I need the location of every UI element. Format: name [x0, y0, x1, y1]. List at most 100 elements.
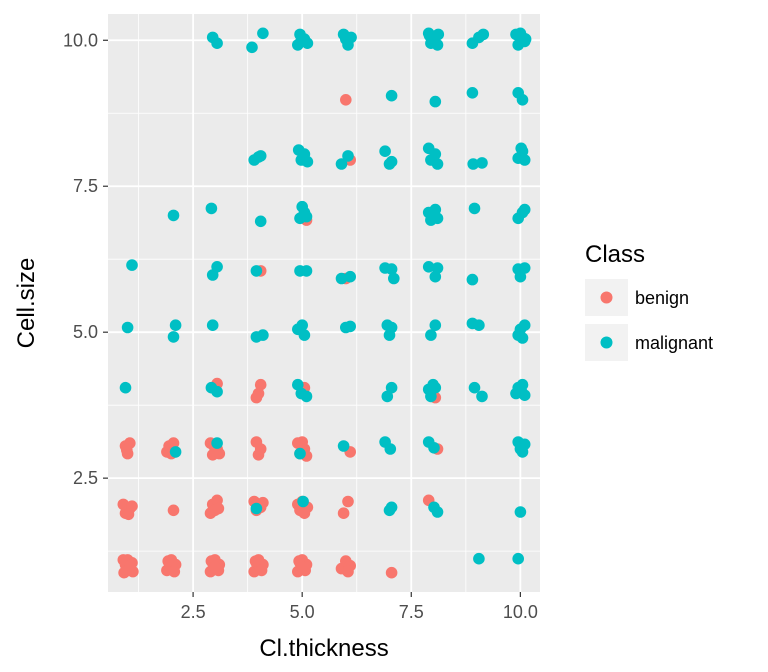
y-tick-label: 2.5 — [73, 468, 98, 488]
point-malignant — [211, 437, 223, 449]
point-benign — [252, 387, 265, 400]
point-malignant — [429, 148, 442, 160]
point-benign — [337, 507, 350, 519]
point-malignant — [425, 329, 437, 341]
point-malignant — [344, 320, 357, 333]
point-malignant — [300, 390, 313, 403]
point-malignant — [518, 203, 531, 216]
point-benign — [209, 561, 221, 573]
point-malignant — [205, 202, 218, 215]
point-malignant — [516, 94, 529, 106]
point-malignant — [167, 331, 180, 343]
point-malignant — [298, 329, 311, 341]
point-malignant — [473, 319, 485, 332]
point-malignant — [297, 495, 309, 508]
point-malignant — [385, 381, 398, 394]
point-malignant — [515, 142, 527, 155]
data-points — [117, 27, 532, 579]
point-benign — [342, 495, 354, 508]
point-malignant — [385, 263, 398, 275]
point-benign — [340, 94, 352, 106]
point-malignant — [246, 41, 258, 54]
point-malignant — [385, 155, 398, 168]
point-malignant — [335, 158, 348, 170]
plot-panel — [108, 14, 540, 592]
point-benign — [385, 566, 398, 579]
point-malignant — [512, 552, 524, 565]
minor-gridlines — [108, 14, 540, 592]
point-malignant — [473, 552, 485, 565]
point-malignant — [476, 157, 488, 169]
legend-swatch-benign — [600, 291, 613, 304]
point-malignant — [250, 265, 263, 277]
point-malignant — [254, 150, 267, 162]
x-tick-label: 10.0 — [503, 602, 538, 622]
legend-label-benign: benign — [635, 288, 689, 308]
point-malignant — [126, 259, 138, 271]
point-malignant — [206, 319, 219, 332]
point-benign — [167, 504, 180, 517]
point-malignant — [300, 265, 313, 277]
point-malignant — [514, 443, 527, 455]
point-malignant — [427, 378, 439, 391]
point-malignant — [295, 34, 308, 47]
point-malignant — [423, 29, 436, 42]
point-benign — [255, 564, 268, 577]
point-malignant — [514, 270, 527, 283]
point-benign — [296, 561, 309, 573]
legend-swatch-malignant — [600, 336, 613, 349]
point-malignant — [468, 202, 481, 215]
point-benign — [254, 378, 267, 391]
legend: Class benign malignant — [585, 241, 713, 361]
point-malignant — [516, 332, 529, 344]
point-malignant — [335, 272, 348, 285]
point-malignant — [385, 89, 398, 102]
point-malignant — [211, 37, 223, 49]
x-axis-ticks: 2.5 5.0 7.5 10.0 — [181, 592, 538, 622]
point-malignant — [427, 209, 439, 222]
point-malignant — [169, 319, 182, 332]
point-malignant — [431, 158, 444, 170]
point-malignant — [384, 443, 397, 455]
point-malignant — [379, 145, 391, 157]
x-tick-label: 7.5 — [399, 602, 424, 622]
point-malignant — [477, 28, 490, 41]
point-malignant — [344, 270, 357, 283]
point-malignant — [429, 95, 442, 108]
point-malignant — [337, 440, 350, 452]
point-malignant — [300, 210, 313, 223]
point-benign — [249, 555, 262, 567]
point-malignant — [518, 262, 531, 274]
point-benign — [296, 436, 309, 448]
point-malignant — [292, 378, 304, 391]
y-tick-label: 10.0 — [63, 30, 98, 50]
point-malignant — [429, 270, 442, 283]
x-tick-label: 5.0 — [290, 602, 315, 622]
point-malignant — [518, 154, 531, 166]
y-tick-label: 7.5 — [73, 176, 98, 196]
legend-label-malignant: malignant — [635, 333, 713, 353]
point-benign — [342, 565, 354, 578]
point-benign — [124, 559, 137, 572]
y-axis-title: Cell.size — [13, 258, 40, 349]
point-malignant — [167, 209, 180, 222]
point-malignant — [257, 27, 269, 40]
point-malignant — [254, 215, 267, 228]
point-malignant — [119, 381, 132, 394]
point-malignant — [388, 272, 400, 285]
point-benign — [254, 443, 267, 455]
point-malignant — [257, 329, 269, 341]
point-benign — [162, 555, 174, 567]
point-malignant — [429, 319, 442, 332]
point-malignant — [385, 321, 398, 334]
point-malignant — [425, 390, 437, 403]
point-benign — [121, 444, 133, 456]
point-malignant — [476, 390, 488, 403]
point-malignant — [518, 319, 531, 332]
point-malignant — [515, 384, 527, 397]
point-malignant — [381, 390, 394, 403]
point-malignant — [294, 447, 306, 460]
point-malignant — [519, 33, 532, 45]
point-benign — [167, 437, 180, 449]
